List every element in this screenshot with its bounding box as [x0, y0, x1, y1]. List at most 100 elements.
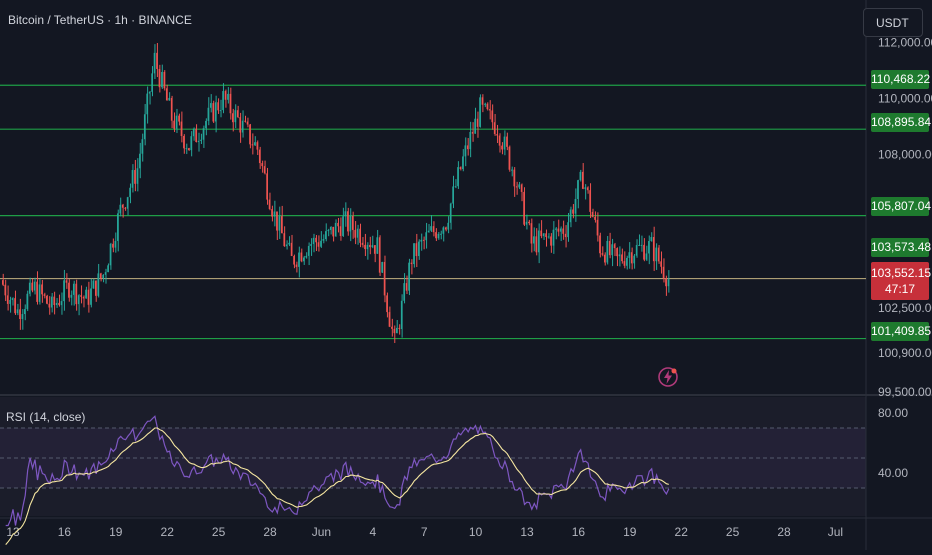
candle-body: [295, 264, 298, 267]
candle-body: [24, 309, 26, 315]
candle-body: [484, 103, 486, 105]
candle-body: [537, 230, 540, 253]
candle-body: [354, 229, 357, 238]
candle-body: [55, 302, 58, 306]
candle-body: [126, 197, 129, 209]
candle-body: [432, 226, 435, 233]
candle-body: [161, 71, 163, 88]
candle-body: [471, 131, 474, 134]
candle-body: [175, 115, 178, 129]
candle-body: [278, 216, 281, 231]
candle-body: [613, 244, 616, 249]
candle-body: [26, 293, 29, 310]
candle-body: [589, 190, 591, 212]
candle-body: [107, 265, 109, 273]
time-tick-label: 10: [469, 525, 483, 539]
candle-body: [501, 145, 503, 150]
candle-body: [300, 252, 303, 262]
lightning-bolt-icon[interactable]: [657, 366, 679, 388]
time-tick-label: 19: [623, 525, 637, 539]
candle-body: [630, 252, 633, 264]
candle-body: [310, 243, 312, 246]
candle-body: [660, 261, 662, 267]
candle-body: [268, 199, 271, 210]
time-tick-label: Jun: [312, 525, 331, 539]
candle-body: [178, 115, 180, 122]
candle-body: [381, 261, 383, 273]
candle-body: [197, 140, 200, 143]
candle-body: [163, 71, 166, 89]
candle-body: [327, 230, 330, 232]
time-tick-label: 13: [6, 525, 20, 539]
candle-body: [459, 167, 462, 170]
candle-body: [14, 298, 16, 314]
candle-body: [393, 328, 396, 334]
candle-body: [635, 245, 638, 256]
candle-body: [469, 131, 472, 150]
candle-body: [667, 279, 670, 287]
candle-body: [388, 312, 391, 327]
candle-body: [586, 187, 589, 191]
candle-body: [569, 209, 572, 223]
time-tick-label: 16: [572, 525, 586, 539]
candle-body: [503, 136, 506, 150]
symbol-title: Bitcoin / TetherUS · 1h · BINANCE: [8, 13, 192, 27]
candle-body: [290, 242, 293, 256]
candle-body: [210, 103, 212, 108]
currency-button[interactable]: USDT: [863, 8, 923, 37]
candle-body: [90, 288, 92, 305]
candle-body: [146, 93, 149, 115]
candle-body: [643, 244, 645, 260]
candle-body: [552, 229, 555, 246]
candle-body: [391, 326, 393, 329]
candle-body: [190, 136, 193, 151]
candle-body: [212, 103, 215, 122]
candle-body: [645, 253, 648, 260]
candle-body: [584, 187, 587, 189]
candle-body: [322, 239, 325, 241]
candle-body: [488, 109, 491, 111]
candle-body: [156, 52, 158, 69]
candle-body: [594, 216, 596, 220]
candle-body: [601, 253, 604, 255]
candle-body: [263, 166, 266, 174]
candle-body: [611, 244, 613, 256]
rsi-tick-label: 80.00: [878, 406, 908, 420]
candle-body: [366, 244, 369, 250]
candle-body: [170, 97, 173, 121]
candle-body: [528, 221, 530, 224]
candle-body: [28, 282, 31, 294]
time-tick-label: 25: [212, 525, 226, 539]
candle-body: [256, 142, 259, 150]
candle-body: [9, 299, 11, 304]
candle-body: [241, 120, 244, 133]
candle-body: [403, 283, 405, 301]
candle-body: [19, 309, 21, 320]
time-tick-label: 22: [675, 525, 689, 539]
candle-body: [261, 163, 264, 167]
candle-body: [246, 121, 249, 125]
candle-body: [371, 245, 374, 248]
candle-body: [104, 272, 107, 275]
candle-body: [506, 136, 508, 147]
candle-body: [332, 226, 335, 237]
candle-body: [665, 278, 667, 287]
candle-body: [185, 148, 188, 150]
candle-body: [229, 93, 232, 114]
candle-body: [567, 222, 569, 238]
candle-body: [498, 135, 501, 146]
candle-body: [633, 255, 636, 264]
candle-body: [75, 283, 78, 305]
candle-body: [572, 209, 574, 214]
candle-body: [46, 295, 48, 304]
candle-body: [249, 124, 251, 145]
candle-body: [202, 128, 205, 140]
candle-body: [564, 233, 567, 238]
candle-body: [21, 314, 24, 320]
candle-body: [148, 91, 151, 94]
candle-body: [124, 207, 127, 209]
candle-body: [481, 97, 484, 105]
candle-body: [657, 247, 660, 262]
